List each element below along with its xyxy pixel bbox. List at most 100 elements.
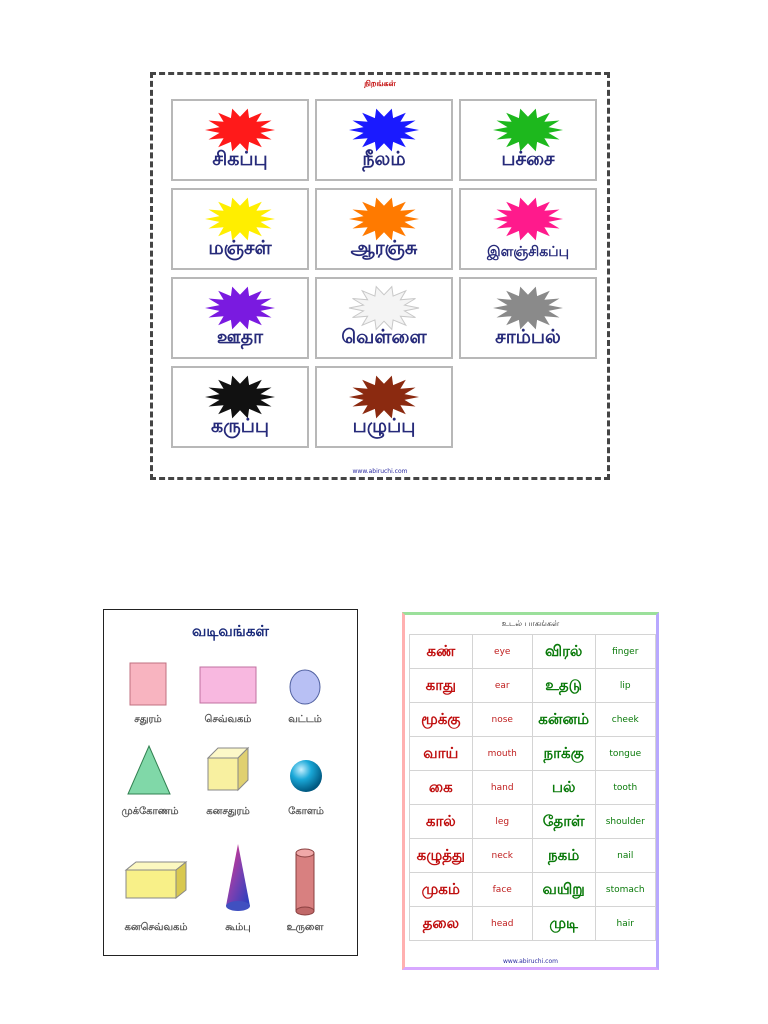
color-card: கருப்பு xyxy=(171,366,309,448)
english-word: tongue xyxy=(594,736,657,771)
table-row: கண் eye விரல் finger xyxy=(409,634,657,669)
english-word: hand xyxy=(471,770,533,805)
tamil-word: வாய் xyxy=(409,736,473,771)
shape-label-rectangle: செவ்வகம் xyxy=(204,714,252,725)
english-word: cheek xyxy=(594,702,657,737)
english-word: ear xyxy=(471,668,533,703)
color-splash-icon xyxy=(205,108,275,152)
cylinder-icon xyxy=(295,848,315,916)
body-parts-chart: உடல் பாகங்கள் கண் eye விரல் finger காது ear உத… xyxy=(402,612,659,970)
english-word: shoulder xyxy=(594,804,657,839)
color-splash-icon xyxy=(493,197,563,241)
color-name: நீலம் xyxy=(362,148,406,170)
body-parts-table: கண் eye விரல் finger காது ear உதடு lip மூக்கு nos… xyxy=(409,634,657,941)
english-word: nose xyxy=(471,702,533,737)
color-splash-icon xyxy=(205,286,275,330)
color-splash-icon xyxy=(205,197,275,241)
shape-label-cube: கனசதுரம் xyxy=(206,806,250,817)
shape-label-sphere: கோளம் xyxy=(288,806,324,817)
english-word: hair xyxy=(594,906,657,941)
tamil-word: கழுத்து xyxy=(409,838,473,873)
colors-chart: நிறங்கள் சிகப்பு நீலம் பச்சை மஞ்சள் ஆரஞ்சு இள… xyxy=(150,72,610,480)
color-name: மஞ்சள் xyxy=(208,237,272,259)
rectangle-icon xyxy=(199,666,257,704)
tamil-word: நகம் xyxy=(531,838,596,873)
color-splash-icon xyxy=(348,285,420,331)
tamil-word: தோள் xyxy=(531,804,596,839)
english-word: lip xyxy=(594,668,657,703)
tamil-word: விரல் xyxy=(531,634,596,669)
color-card: ஆரஞ்சு xyxy=(315,188,453,270)
table-row: கை hand பல் tooth xyxy=(409,770,657,805)
color-card: பழுப்பு xyxy=(315,366,453,448)
color-splash-icon xyxy=(349,197,419,241)
tamil-word: முகம் xyxy=(409,872,473,907)
tamil-word: நாக்கு xyxy=(531,736,596,771)
body-parts-title: உடல் பாகங்கள் xyxy=(501,619,560,628)
color-splash-icon xyxy=(349,375,419,419)
table-row: வாய் mouth நாக்கு tongue xyxy=(409,736,657,771)
color-card: சாம்பல் xyxy=(459,277,597,359)
cone-icon xyxy=(226,844,250,911)
circle-icon xyxy=(289,669,321,705)
english-word: stomach xyxy=(594,872,657,907)
shapes-chart: வடிவங்கள் சதுரம் செவ்வகம் வட்டம் முக்கோண… xyxy=(103,609,358,956)
table-row: கால் leg தோள் shoulder xyxy=(409,804,657,839)
english-word: neck xyxy=(471,838,533,873)
english-word: face xyxy=(471,872,533,907)
table-row: கழுத்து neck நகம் nail xyxy=(409,838,657,873)
english-word: nail xyxy=(594,838,657,873)
shapes-chart-title: வடிவங்கள் xyxy=(192,622,269,640)
color-name: ஆரஞ்சு xyxy=(350,237,418,259)
color-card: ஊதா xyxy=(171,277,309,359)
color-name: வெள்ளை xyxy=(341,326,427,348)
sphere-icon xyxy=(290,760,322,792)
color-name: ஊதா xyxy=(216,326,264,348)
color-name: பழுப்பு xyxy=(352,415,416,437)
tamil-word: கண் xyxy=(409,634,473,669)
table-row: தலை head முடி hair xyxy=(409,906,657,941)
cuboid-icon xyxy=(124,860,188,900)
tamil-word: தலை xyxy=(409,906,473,941)
shape-label-cuboid: கனசெவ்வகம் xyxy=(124,922,188,933)
color-splash-icon xyxy=(349,108,419,152)
body-parts-footer: www.abiruchi.com xyxy=(503,958,558,965)
color-splash-icon xyxy=(493,108,563,152)
color-card: நீலம் xyxy=(315,99,453,181)
shape-label-cone: கூம்பு xyxy=(225,922,251,933)
tamil-word: பல் xyxy=(531,770,596,805)
cube-icon xyxy=(206,746,250,792)
table-row: காது ear உதடு lip xyxy=(409,668,657,703)
triangle-icon xyxy=(127,744,171,795)
square-icon xyxy=(129,662,167,706)
shape-label-triangle: முக்கோணம் xyxy=(121,806,179,817)
tamil-word: மூக்கு xyxy=(409,702,473,737)
table-row: மூக்கு nose கன்னம் cheek xyxy=(409,702,657,737)
tamil-word: கை xyxy=(409,770,473,805)
color-name: பச்சை xyxy=(501,148,555,170)
color-name: சாம்பல் xyxy=(495,326,561,348)
color-card: வெள்ளை xyxy=(315,277,453,359)
color-splash-icon xyxy=(205,375,275,419)
color-card: இளஞ்சிகப்பு xyxy=(459,188,597,270)
shape-label-cylinder: உருளை xyxy=(286,922,324,933)
tamil-word: கன்னம் xyxy=(531,702,596,737)
english-word: finger xyxy=(594,634,657,669)
english-word: mouth xyxy=(471,736,533,771)
color-card: சிகப்பு xyxy=(171,99,309,181)
table-row: முகம் face வயிறு stomach xyxy=(409,872,657,907)
shape-label-square: சதுரம் xyxy=(134,714,162,725)
color-name: கருப்பு xyxy=(210,415,270,437)
color-card: பச்சை xyxy=(459,99,597,181)
tamil-word: வயிறு xyxy=(531,872,596,907)
english-word: eye xyxy=(471,634,533,669)
color-name: சிகப்பு xyxy=(212,148,268,170)
tamil-word: உதடு xyxy=(531,668,596,703)
shape-label-circle: வட்டம் xyxy=(288,714,322,725)
color-splash-icon xyxy=(493,286,563,330)
tamil-word: முடி xyxy=(531,906,596,941)
tamil-word: காது xyxy=(409,668,473,703)
english-word: tooth xyxy=(594,770,657,805)
tamil-word: கால் xyxy=(409,804,473,839)
colors-chart-footer: www.abiruchi.com xyxy=(352,468,408,475)
